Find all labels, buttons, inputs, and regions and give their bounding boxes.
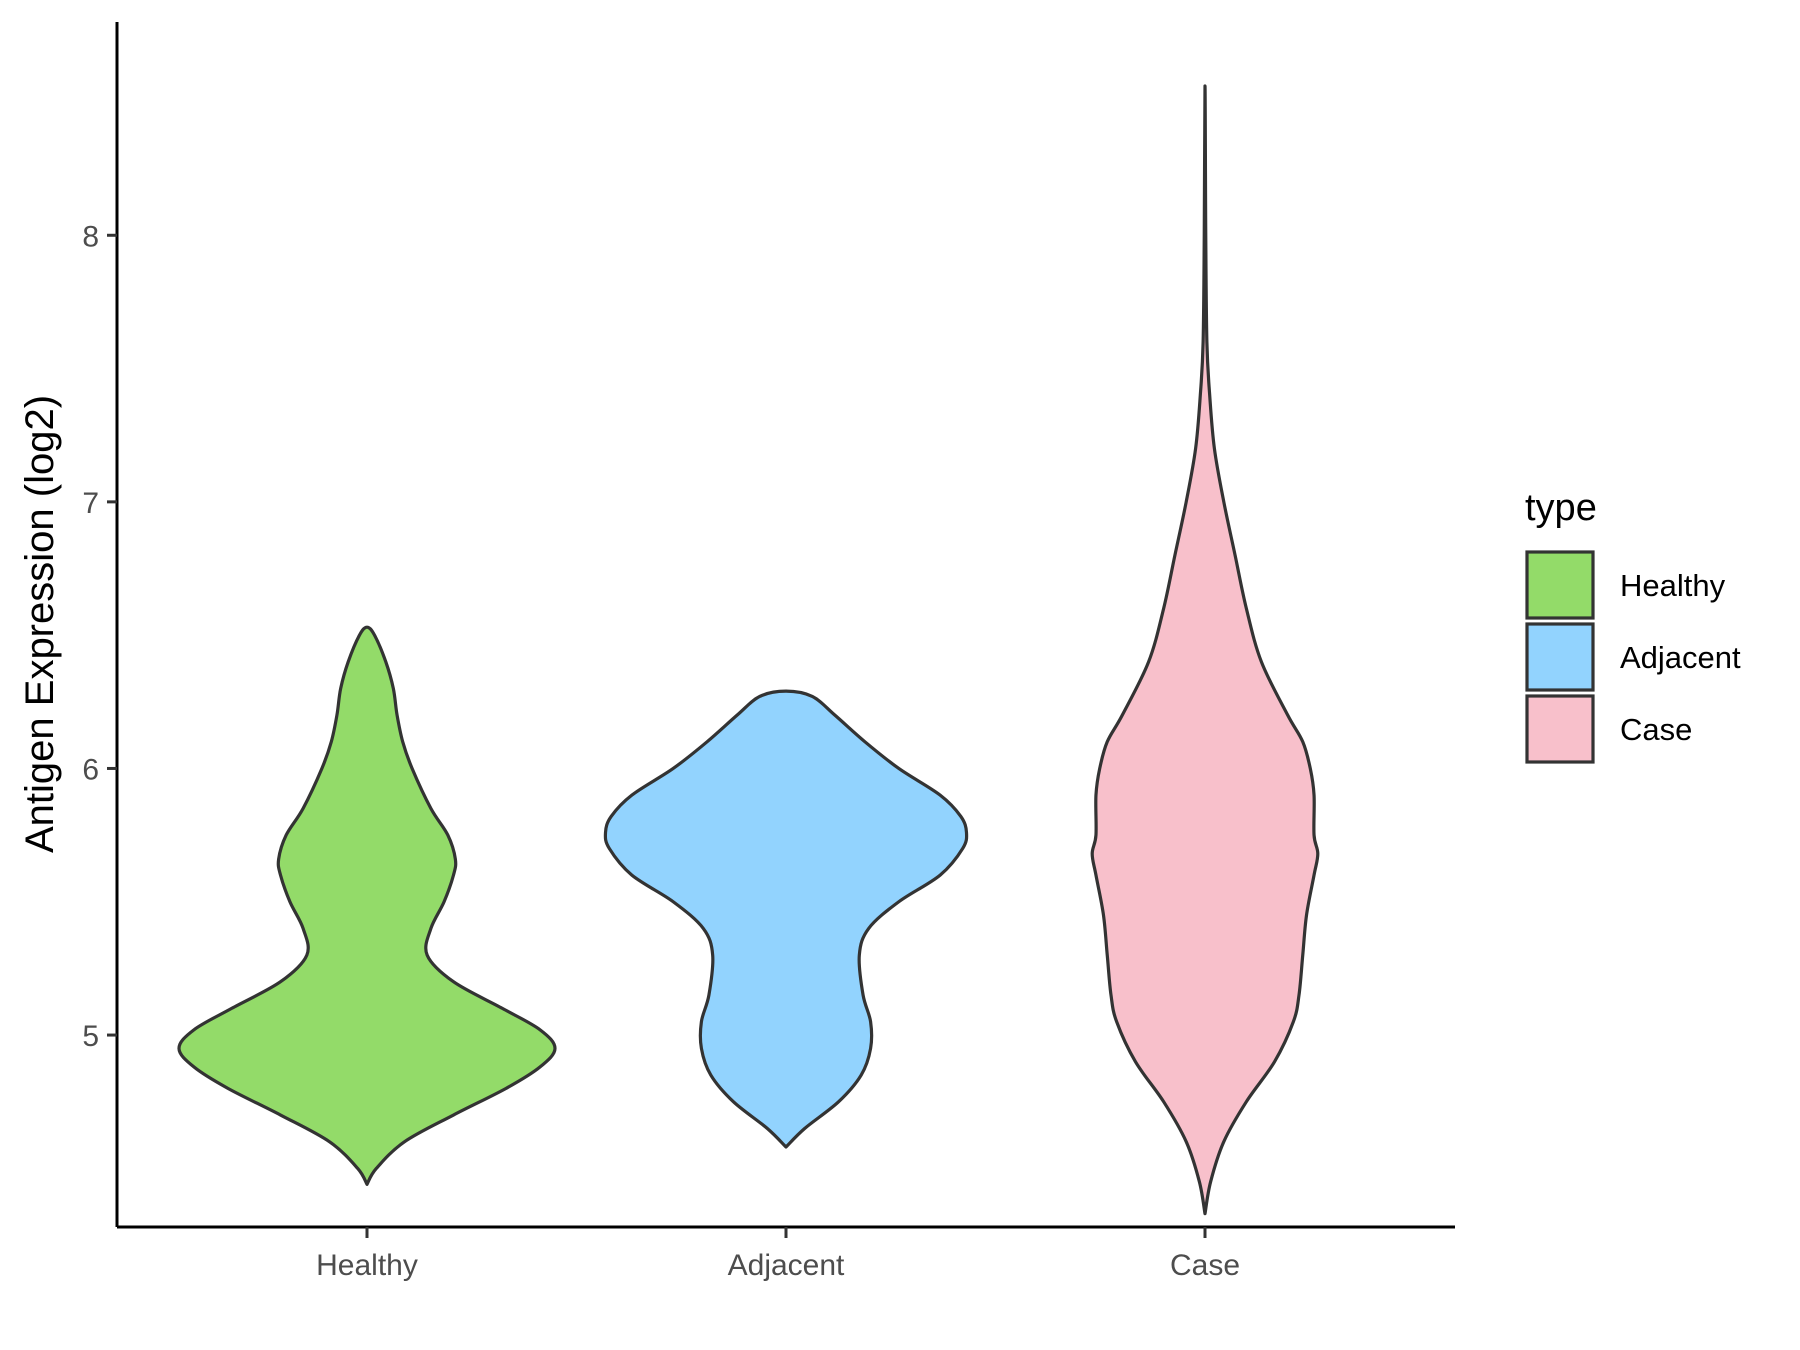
violin-adjacent — [603, 689, 969, 1149]
violin-case — [1090, 84, 1320, 1216]
y-tick-label: 8 — [82, 220, 99, 253]
violin-layer — [177, 84, 1320, 1216]
legend-label-case: Case — [1620, 712, 1692, 747]
legend-swatch-healthy — [1525, 550, 1595, 620]
x-tick-label: Case — [1170, 1249, 1240, 1282]
y-axis-title: Antigen Expression (log2) — [18, 395, 62, 853]
y-tick-label: 6 — [82, 753, 99, 786]
legend-label-adjacent: Adjacent — [1620, 640, 1741, 675]
y-tick-label: 7 — [82, 487, 99, 520]
x-tick-label: Healthy — [316, 1249, 418, 1282]
legend-swatch-adjacent — [1525, 622, 1595, 692]
x-tick-label: Adjacent — [728, 1249, 845, 1282]
y-tick-label: 5 — [82, 1020, 99, 1053]
x-axis-ticks: Healthy Adjacent Case — [316, 1227, 1240, 1282]
legend-items: Healthy Adjacent Case — [1525, 550, 1741, 764]
violin-healthy — [177, 625, 557, 1186]
y-axis-ticks: 5 6 7 8 — [82, 220, 117, 1053]
legend: type Healthy Adjacent Case — [1525, 487, 1741, 764]
legend-title: type — [1525, 487, 1597, 529]
legend-label-healthy: Healthy — [1620, 568, 1726, 603]
legend-swatch-case — [1525, 694, 1595, 764]
